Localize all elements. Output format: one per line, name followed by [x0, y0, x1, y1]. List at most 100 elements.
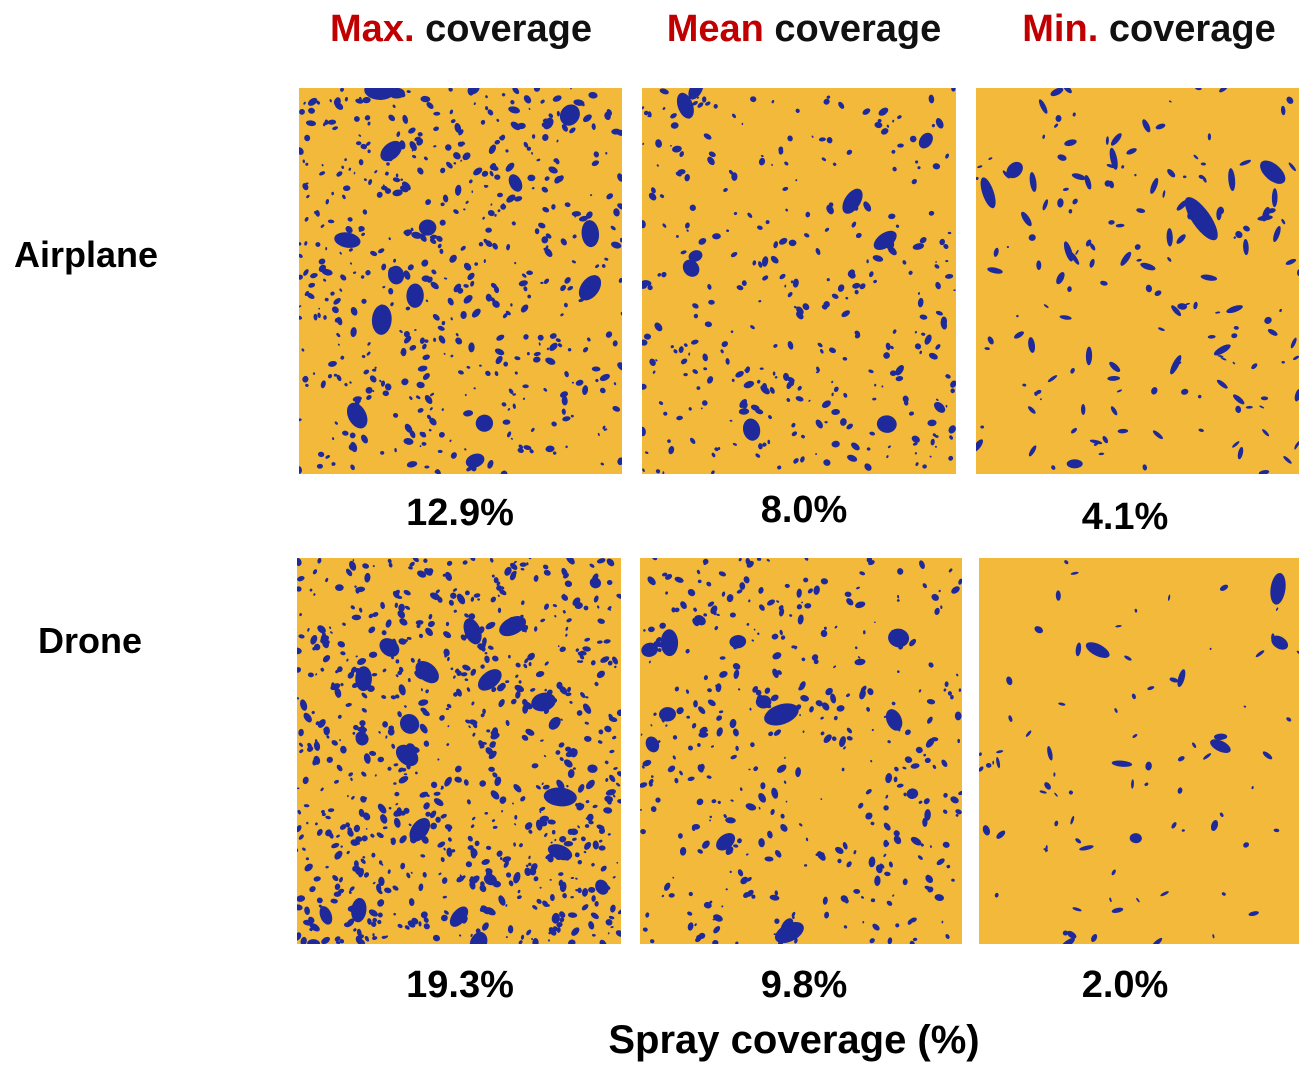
droplet — [361, 232, 365, 237]
droplet — [309, 923, 320, 932]
droplet — [301, 348, 305, 352]
droplet — [368, 651, 378, 658]
droplet — [308, 916, 315, 924]
droplet — [1200, 274, 1218, 281]
droplet — [571, 260, 576, 264]
droplet — [474, 262, 479, 266]
droplet — [1053, 772, 1056, 777]
droplet — [1181, 388, 1189, 395]
droplet — [464, 590, 470, 596]
droplet — [1070, 571, 1079, 575]
droplet — [832, 162, 837, 166]
droplet — [596, 824, 605, 830]
droplet — [702, 353, 708, 362]
droplet — [746, 877, 752, 882]
droplet — [552, 451, 557, 455]
droplet — [580, 691, 586, 699]
airplane-mean-value: 8.0% — [760, 489, 848, 531]
droplet — [561, 408, 566, 415]
airplane-min-droplet-image — [976, 88, 1299, 474]
droplet — [299, 147, 304, 155]
droplet — [558, 872, 564, 877]
droplet — [948, 425, 956, 434]
droplet — [380, 451, 385, 455]
droplet — [465, 200, 469, 204]
droplet — [544, 688, 547, 692]
droplet — [984, 347, 990, 351]
droplet — [803, 864, 808, 867]
droplet — [687, 776, 695, 782]
droplet — [1115, 223, 1125, 228]
droplet — [733, 844, 739, 848]
droplet — [1171, 305, 1182, 317]
droplet — [431, 269, 437, 275]
droplet — [895, 923, 900, 928]
droplet — [608, 915, 615, 920]
droplet — [1286, 717, 1292, 722]
droplet — [935, 398, 939, 401]
droplet — [693, 607, 697, 612]
droplet — [339, 824, 347, 830]
droplet — [927, 419, 937, 427]
droplet — [605, 777, 609, 782]
droplet — [1089, 243, 1096, 251]
droplet — [1025, 730, 1032, 737]
droplet — [351, 466, 354, 469]
droplet — [429, 238, 437, 245]
droplet — [815, 700, 823, 707]
droplet — [942, 841, 950, 848]
droplet — [406, 872, 411, 879]
droplet — [458, 934, 462, 937]
droplet — [348, 890, 352, 895]
droplet — [397, 923, 403, 929]
droplet — [334, 850, 343, 860]
droplet — [918, 800, 923, 804]
droplet — [564, 202, 571, 208]
droplet — [551, 204, 556, 210]
droplet — [616, 861, 619, 864]
droplet — [888, 861, 893, 868]
droplet — [325, 829, 332, 837]
droplet — [361, 434, 368, 444]
column-header-min-accent: Min. — [1022, 8, 1099, 50]
droplet — [584, 735, 592, 742]
droplet — [441, 321, 446, 326]
droplet — [523, 141, 529, 148]
drone-mean-droplet-image — [640, 558, 962, 944]
droplet — [570, 414, 574, 418]
droplet — [857, 656, 861, 659]
droplet — [652, 558, 658, 561]
droplet — [484, 655, 490, 664]
droplet — [742, 401, 748, 409]
droplet — [703, 367, 708, 371]
droplet — [1132, 733, 1138, 739]
droplet — [985, 763, 992, 768]
droplet — [779, 273, 786, 280]
droplet — [600, 656, 610, 663]
droplet — [514, 371, 518, 375]
droplet — [331, 842, 340, 849]
droplet — [475, 928, 481, 934]
droplet — [423, 156, 428, 161]
droplet — [606, 558, 615, 567]
droplet — [506, 243, 511, 251]
droplet — [544, 248, 553, 257]
droplet — [1063, 241, 1074, 262]
droplet — [1047, 375, 1058, 383]
droplet — [480, 713, 485, 718]
droplet — [657, 648, 662, 653]
droplet — [700, 407, 703, 410]
droplet — [758, 443, 763, 450]
droplet — [1021, 211, 1032, 227]
droplet — [477, 643, 484, 649]
droplet — [693, 313, 699, 319]
spray-coverage-title: Spray coverage (%) — [608, 1018, 980, 1062]
droplet — [441, 877, 448, 884]
droplet — [330, 898, 338, 904]
droplet — [1028, 337, 1036, 353]
droplet — [912, 243, 925, 250]
droplet — [575, 379, 584, 386]
droplet — [592, 804, 598, 809]
droplet — [305, 162, 309, 166]
droplet — [412, 558, 419, 563]
